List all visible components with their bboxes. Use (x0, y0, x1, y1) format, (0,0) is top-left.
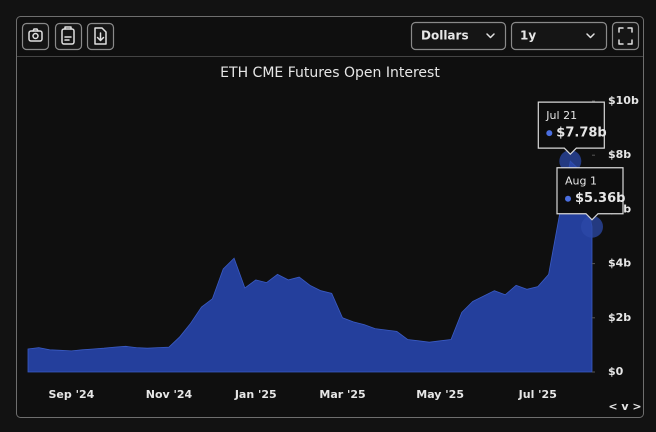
x-tick-label: Nov '24 (146, 388, 193, 401)
y-tick-label: $8b (608, 148, 631, 161)
unit-label: Dollars (421, 29, 469, 43)
y-tick-label: $4b (608, 257, 631, 270)
x-tick-label: Sep '24 (49, 388, 95, 401)
download-button[interactable] (86, 22, 115, 51)
copy-button[interactable] (54, 22, 83, 51)
y-tick-label: $10b (608, 94, 639, 107)
tooltip-value: $7.78b (556, 126, 606, 141)
fullscreen-button[interactable] (611, 21, 640, 51)
y-tick-label: $2b (608, 311, 631, 324)
x-tick-label: May '25 (416, 388, 464, 401)
nav-control[interactable]: < v > (608, 400, 641, 413)
x-tick-label: Mar '25 (319, 388, 365, 401)
range-label: 1y (520, 29, 536, 43)
tooltip-value: $5.36b (575, 191, 625, 206)
y-tick-label: $0 (608, 365, 624, 378)
range-dropdown[interactable]: 1y (510, 21, 608, 51)
tooltip-date: Jul 21 (545, 109, 577, 122)
unit-dropdown[interactable]: Dollars (410, 21, 507, 51)
screenshot-button[interactable] (21, 22, 50, 51)
area (27, 160, 593, 373)
tooltip-dot (565, 195, 571, 202)
tooltip-dot (546, 130, 553, 137)
highlight-point (559, 150, 582, 173)
highlight-point (581, 215, 603, 238)
tooltip-date: Aug 1 (565, 175, 597, 188)
tooltip-box (556, 167, 624, 221)
x-tick-label: Jan '25 (234, 388, 277, 401)
x-tick-label: Jul '25 (518, 388, 557, 401)
tooltip-box (537, 101, 605, 156)
chart-title: ETH CME Futures Open Interest (220, 65, 440, 81)
